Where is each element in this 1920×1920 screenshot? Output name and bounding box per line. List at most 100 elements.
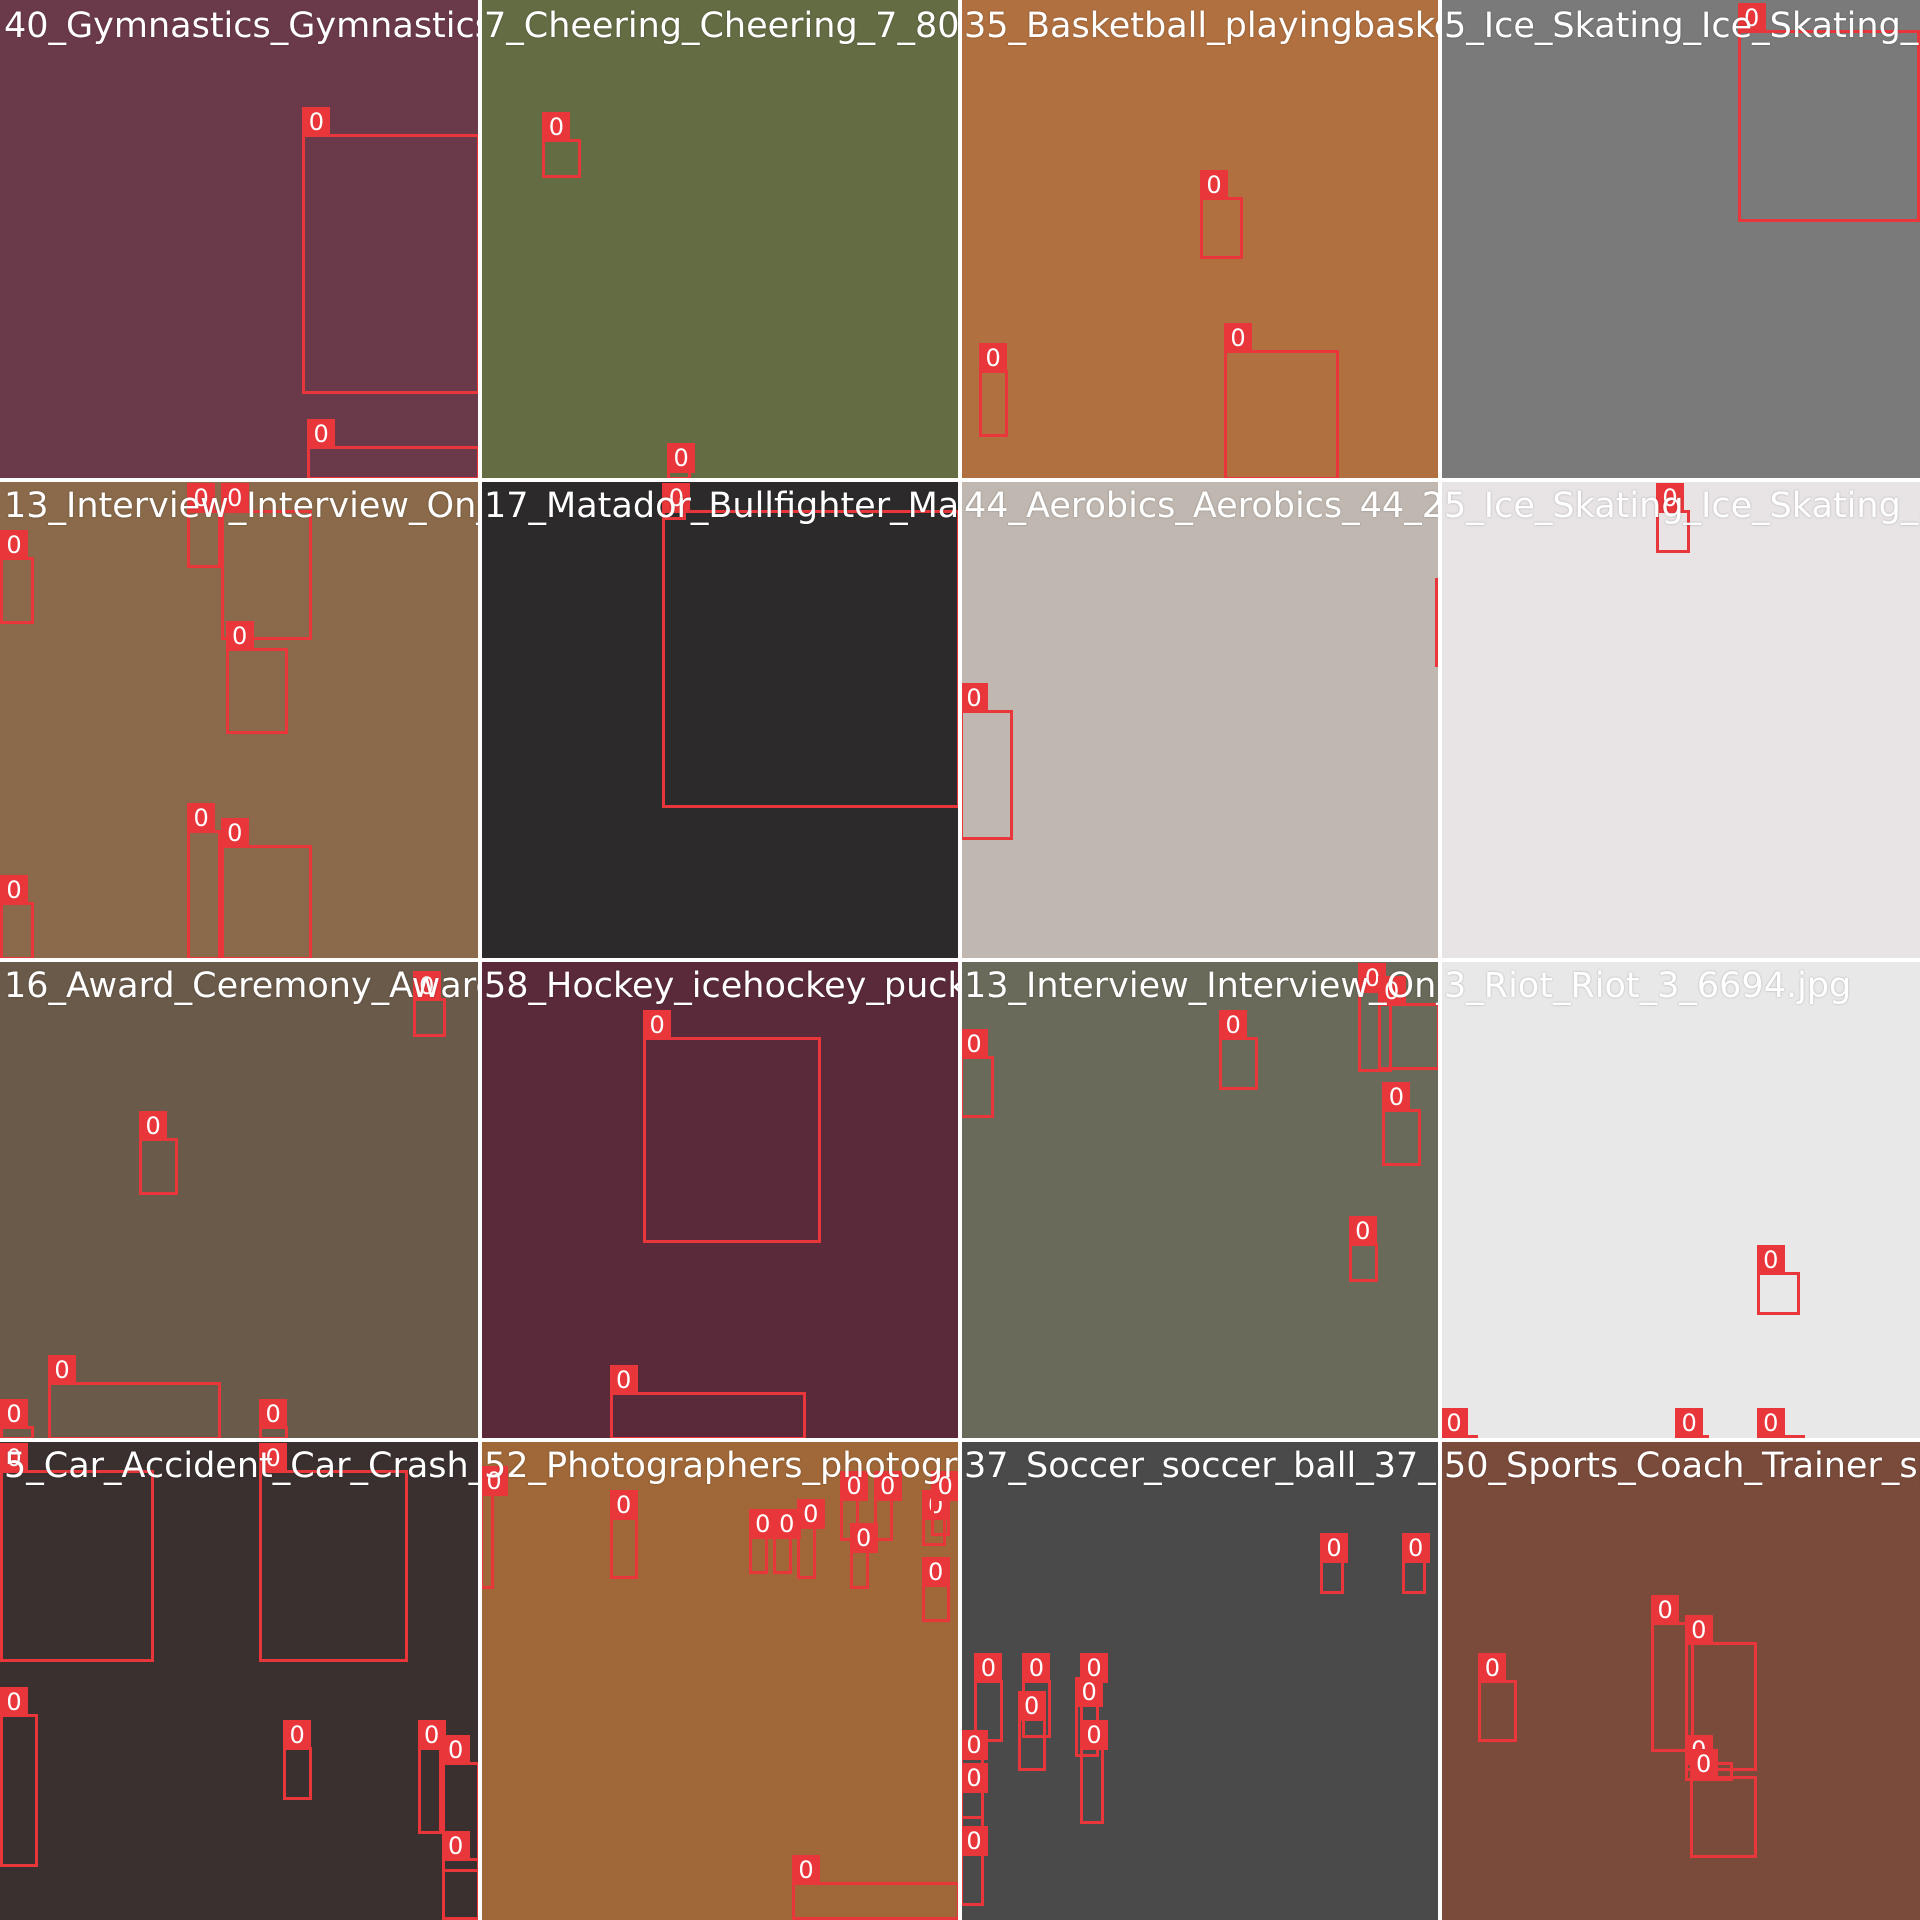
face-bounding-box: 0 <box>1224 323 1340 480</box>
class-label-tag: 0 <box>187 483 216 513</box>
mosaic-tile: 5_Car_Accident_Car_Crash_5_823.jpg000000… <box>0 1440 480 1920</box>
mosaic-tile: 13_Interview_Interview_On_Location_13_3.… <box>0 480 480 960</box>
class-label-tag: 0 <box>840 1470 868 1501</box>
tile-photo <box>1440 1440 1920 1920</box>
mosaic-tile: 44_Aerobics_Aerobics_44_209.jpg 0 0 <box>960 480 1440 960</box>
class-label-tag: 0 <box>1651 1595 1680 1626</box>
face-bounding-box: 0 <box>979 342 1008 437</box>
class-label-tag: 0 <box>960 1729 988 1760</box>
face-bounding-box: 0 <box>1689 1749 1757 1858</box>
mosaic-tile: 3_Riot_Riot_3_6694.jpg 0 0 0 0 <box>1440 960 1920 1440</box>
mosaic-tile: 50_Sports_Coach_Trainer_sportcoaching_50… <box>1440 1440 1920 1920</box>
face-bounding-box: 0 <box>960 683 1013 840</box>
grid-separator-horizontal <box>0 1438 1920 1442</box>
face-bounding-box: 0 <box>1675 1408 1709 1440</box>
tile-photo <box>1440 960 1920 1440</box>
class-label-tag: 0 <box>1320 1533 1348 1563</box>
tile-photo <box>1440 0 1920 480</box>
face-bounding-box: 0 <box>1382 1081 1421 1167</box>
tile-photo <box>480 480 960 960</box>
class-label-tag: 0 <box>220 817 249 848</box>
tile-filename-label: 16_Award_Ceremony_Awards_Ceremony_16_413… <box>4 966 480 1006</box>
tile-filename-label: 37_Soccer_soccer_ball_37_696.jpg <box>964 1446 1440 1486</box>
face-bounding-box: 0 <box>0 1686 39 1868</box>
class-label-tag: 0 <box>542 112 571 143</box>
tile-photo <box>1440 480 1920 960</box>
tile-photo <box>0 960 480 1440</box>
class-label-tag: 0 <box>1200 169 1228 200</box>
class-label-tag: 0 <box>1224 323 1252 354</box>
face-bounding-box: 0 <box>542 112 581 178</box>
class-label-tag: 0 <box>960 1825 988 1856</box>
tile-filename-label: 5_Ice_Skating_Ice_Skating_5_74.jpg <box>1444 486 1920 526</box>
class-label-tag: 0 <box>417 1720 446 1751</box>
face-bounding-box: 0 <box>307 419 480 480</box>
tile-photo <box>960 480 1440 960</box>
face-bounding-box: 0 <box>643 1009 821 1244</box>
class-label-tag: 0 <box>1080 1720 1108 1751</box>
tile-filename-label: 52_Photographers_photographertakingphoto… <box>484 1446 960 1486</box>
tile-filename-label: 5_Car_Accident_Car_Crash_5_823.jpg <box>4 1446 480 1486</box>
face-bounding-box: 0 <box>796 1499 825 1580</box>
face-bounding-box: 0 <box>974 1653 1004 1743</box>
class-label-tag: 0 <box>480 1465 508 1496</box>
face-bounding-box: 0 <box>1435 577 1440 668</box>
face-bounding-box: 0 <box>931 1470 960 1536</box>
face-bounding-box: 0 <box>1440 1408 1479 1440</box>
mosaic-tile: 17_Matador_Bullfighter_Matador_Bullfight… <box>480 480 960 960</box>
face-bounding-box: 0 <box>225 621 288 735</box>
face-bounding-box: 0 <box>480 1465 508 1589</box>
face-bounding-box: 0 <box>1651 1595 1695 1752</box>
mosaic-tile: 40_Gymnastics_Gymnastics_Gymnastics_40_9… <box>0 0 480 480</box>
face-bounding-box: 0 <box>1320 1533 1348 1594</box>
face-bounding-box: 0 <box>873 1470 902 1541</box>
class-label-tag: 0 <box>643 1009 672 1040</box>
tile-filename-label: 3_Riot_Riot_3_6694.jpg <box>1444 966 1852 1006</box>
face-bounding-box: 0 <box>187 803 221 960</box>
class-label-tag: 0 <box>609 1365 638 1395</box>
class-label-tag: 0 <box>307 419 336 450</box>
tile-filename-label: 40_Gymnastics_Gymnastics_Gymnastics_40_9… <box>4 6 480 46</box>
class-label-tag: 0 <box>748 1509 777 1539</box>
tile-photo <box>0 0 480 480</box>
class-label-tag: 0 <box>0 529 28 560</box>
tile-filename-label: 5_Ice_Skating_Ice_Skating_5_54.jpg <box>1444 6 1920 46</box>
class-label-tag: 0 <box>283 1720 312 1751</box>
class-label-tag: 0 <box>1756 1408 1785 1439</box>
face-bounding-box: 0 <box>792 1854 960 1920</box>
class-label-tag: 0 <box>441 1734 470 1765</box>
face-bounding-box: 0 <box>259 1443 408 1662</box>
tile-photo <box>480 960 960 1440</box>
face-bounding-box: 0 <box>220 817 312 960</box>
class-label-tag: 0 <box>1737 3 1766 33</box>
class-label-tag: 0 <box>792 1854 820 1885</box>
face-bounding-box: 0 <box>609 1365 807 1440</box>
class-label-tag: 0 <box>1689 1749 1718 1779</box>
mosaic-tile: 7_Cheering_Cheering_7_809.jpg 0 0 <box>480 0 960 480</box>
class-label-tag: 0 <box>1435 577 1440 608</box>
face-bounding-box: 0 <box>662 483 960 808</box>
face-bounding-box: 0 <box>417 1720 446 1834</box>
class-label-tag: 0 <box>667 443 696 474</box>
class-label-tag: 0 <box>259 1443 288 1473</box>
class-label-tag: 0 <box>960 683 988 714</box>
class-label-tag: 0 <box>974 1653 1003 1683</box>
face-bounding-box: 0 <box>0 875 34 960</box>
class-label-tag: 0 <box>1684 1614 1713 1645</box>
class-label-tag: 0 <box>0 1398 28 1429</box>
class-label-tag: 0 <box>1382 1081 1411 1112</box>
tile-filename-label: 7_Cheering_Cheering_7_809.jpg <box>484 6 960 46</box>
face-bounding-box: 0 <box>302 107 480 394</box>
grid-separator-horizontal <box>0 958 1920 962</box>
class-label-tag: 0 <box>1401 1533 1430 1563</box>
face-bounding-box: 0 <box>1017 1691 1047 1772</box>
class-label-tag: 0 <box>0 875 28 906</box>
class-label-tag: 0 <box>187 803 216 834</box>
class-label-tag: 0 <box>1219 1009 1248 1040</box>
class-label-tag: 0 <box>1348 1216 1377 1247</box>
face-bounding-box: 0 <box>139 1110 178 1196</box>
